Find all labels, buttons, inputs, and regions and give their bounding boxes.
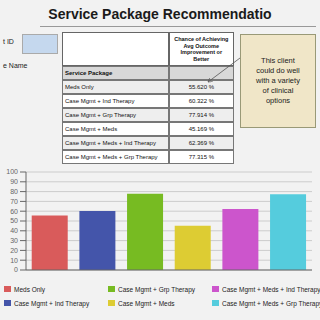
html-text:This client could do well with: This client could do well with a variety… — [256, 56, 300, 105]
html-text:Meds Only: Meds Only — [65, 83, 94, 90]
html-text:Meds Only: Meds Only — [14, 285, 46, 293]
html-text:Service Package: Service Package — [65, 69, 113, 76]
html-text:Case Mgmt + Grp Therapy: Case Mgmt + Grp Therapy — [118, 285, 195, 293]
html-text:Case Mgmt + Meds + Grp Therapy: Case Mgmt + Meds + Grp Therapy — [65, 153, 158, 160]
html-text:Case Mgmt + Meds: Case Mgmt + Meds — [118, 299, 175, 307]
html-text:Case Mgmt + Ind Therapy: Case Mgmt + Ind Therapy — [14, 299, 90, 307]
html-text:55.620 %: 55.620 % — [188, 83, 214, 90]
html-text:Case Mgmt + Grp Therapy: Case Mgmt + Grp Therapy — [65, 111, 137, 118]
html-text:Case Mgmt + Meds: Case Mgmt + Meds — [65, 125, 118, 132]
svg-text:0: 0 — [14, 266, 18, 273]
svg-text:60: 60 — [10, 208, 18, 215]
svg-text:50: 50 — [10, 217, 18, 224]
html-text:77.315 %: 77.315 % — [188, 153, 214, 160]
html-text:60.322 %: 60.322 % — [188, 97, 214, 104]
html-text:45.169 %: 45.169 % — [188, 125, 214, 132]
svg-text:40: 40 — [10, 227, 18, 234]
html-text:t ID: t ID — [3, 38, 14, 45]
html-text:62.369 %: 62.369 % — [188, 139, 214, 146]
svg-text:100: 100 — [8, 168, 18, 175]
html-text:Case Mgmt + Ind Therapy: Case Mgmt + Ind Therapy — [65, 97, 135, 104]
html-text:77.914 %: 77.914 % — [188, 111, 214, 118]
html-text:Service Package Recommendatio: Service Package Recommendatio — [48, 6, 272, 22]
svg-text:80: 80 — [10, 188, 18, 195]
html-text:Case Mgmt + Meds + Ind Therapy: Case Mgmt + Meds + Ind Therapy — [222, 285, 320, 293]
svg-text:10: 10 — [10, 257, 18, 264]
html-text:e Name: e Name — [3, 62, 28, 69]
svg-text:90: 90 — [10, 178, 18, 185]
svg-text:20: 20 — [10, 247, 18, 254]
svg-text:30: 30 — [10, 237, 18, 244]
html-text:Case Mgmt + Meds + Ind Therapy: Case Mgmt + Meds + Ind Therapy — [65, 139, 156, 146]
svg-text:70: 70 — [10, 198, 18, 205]
html-text:Chance of Achieving Avg Outcom: Chance of Achieving Avg Outcome Improvem… — [174, 36, 229, 62]
